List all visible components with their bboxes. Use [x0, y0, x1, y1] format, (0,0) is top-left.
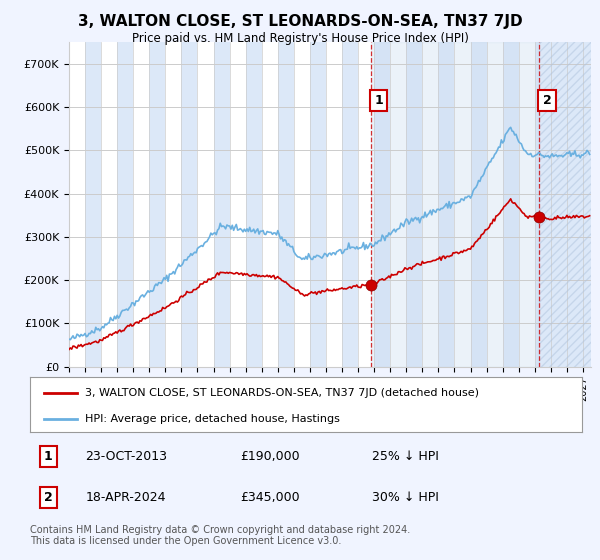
Text: 3, WALTON CLOSE, ST LEONARDS-ON-SEA, TN37 7JD (detached house): 3, WALTON CLOSE, ST LEONARDS-ON-SEA, TN3… [85, 388, 479, 398]
Text: 23-OCT-2013: 23-OCT-2013 [85, 450, 167, 463]
Bar [310, 42, 326, 367]
Text: 18-APR-2024: 18-APR-2024 [85, 491, 166, 504]
Bar [117, 42, 133, 367]
Text: 2: 2 [542, 94, 551, 107]
Text: Contains HM Land Registry data © Crown copyright and database right 2024.
This d: Contains HM Land Registry data © Crown c… [30, 525, 410, 547]
Text: Price paid vs. HM Land Registry's House Price Index (HPI): Price paid vs. HM Land Registry's House … [131, 32, 469, 45]
Text: £345,000: £345,000 [240, 491, 299, 504]
Text: 1: 1 [374, 94, 383, 107]
Bar [503, 42, 519, 367]
Text: HPI: Average price, detached house, Hastings: HPI: Average price, detached house, Hast… [85, 414, 340, 423]
Bar [342, 42, 358, 367]
Text: 1: 1 [44, 450, 53, 463]
Text: 3, WALTON CLOSE, ST LEONARDS-ON-SEA, TN37 7JD: 3, WALTON CLOSE, ST LEONARDS-ON-SEA, TN3… [77, 14, 523, 29]
Bar [567, 42, 583, 367]
Text: 25% ↓ HPI: 25% ↓ HPI [372, 450, 439, 463]
Bar [470, 42, 487, 367]
Bar [374, 42, 390, 367]
Bar [371, 42, 539, 367]
Bar [245, 42, 262, 367]
Bar [85, 42, 101, 367]
Text: 30% ↓ HPI: 30% ↓ HPI [372, 491, 439, 504]
Bar [539, 42, 591, 367]
Bar [181, 42, 197, 367]
Text: £190,000: £190,000 [240, 450, 299, 463]
Bar [214, 42, 230, 367]
Bar [535, 42, 551, 367]
Bar [278, 42, 294, 367]
Bar [439, 42, 454, 367]
Bar [149, 42, 166, 367]
Text: 2: 2 [44, 491, 53, 504]
Bar [406, 42, 422, 367]
Bar [539, 42, 591, 367]
